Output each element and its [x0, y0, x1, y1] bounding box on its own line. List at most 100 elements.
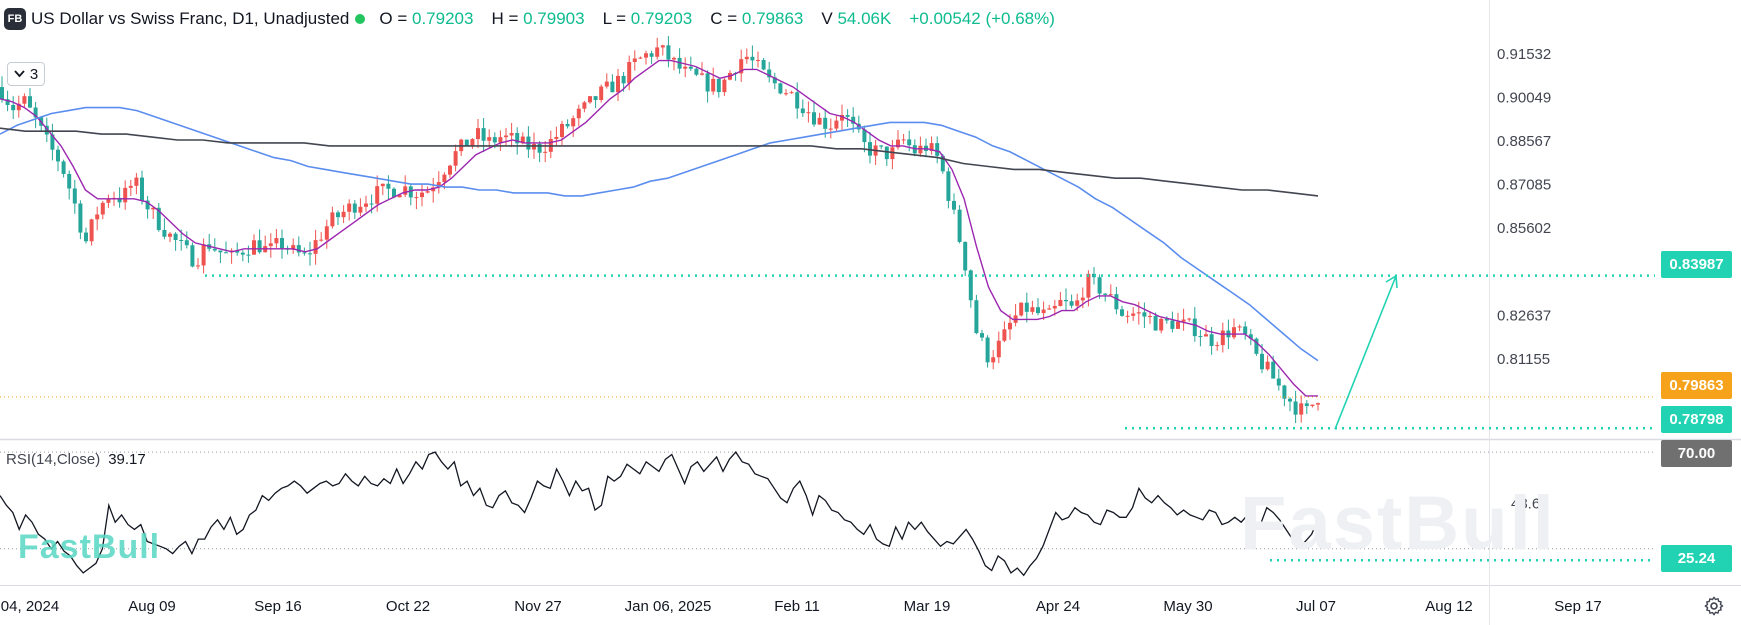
candle-body-126: [705, 73, 710, 92]
candle-body-170: [952, 200, 956, 210]
candle-body-57: [319, 239, 324, 241]
candle-body-22: [123, 187, 128, 203]
price-tick-2: 0.88567: [1497, 133, 1551, 150]
candle-body-90: [504, 135, 508, 138]
candle-body-29: [162, 229, 167, 237]
candle-body-182: [1019, 302, 1024, 316]
candle-body-119: [666, 45, 671, 60]
candle-body-89: [498, 137, 503, 143]
candle-body-225: [1260, 353, 1264, 370]
candle-body-172: [963, 241, 968, 271]
candle-body-61: [341, 211, 346, 218]
candle-body-115: [644, 53, 648, 58]
time-tick-7: Mar 19: [904, 598, 951, 615]
candle-body-147: [823, 117, 828, 129]
candle-body-210: [1176, 321, 1180, 329]
candle-body-137: [767, 69, 772, 78]
candle-body-132: [739, 59, 744, 74]
time-tick-3: Oct 22: [386, 598, 430, 615]
indicator-collapse-button[interactable]: 3: [7, 62, 45, 86]
projection-arrow: [1334, 275, 1397, 430]
candle-body-190: [1064, 299, 1068, 302]
candle-body-218: [1220, 330, 1225, 346]
gear-icon[interactable]: [1703, 595, 1725, 617]
chart-header: FB US Dollar vs Swiss Franc, D1, Unadjus…: [4, 8, 1055, 30]
candle-body-17: [95, 214, 100, 220]
candle-body-140: [784, 93, 788, 95]
candle-body-109: [610, 81, 615, 93]
candle-body-215: [1204, 334, 1208, 337]
collapse-count: 3: [29, 65, 39, 83]
candle-body-183: [1024, 302, 1029, 312]
candle-body-53: [296, 245, 301, 253]
price-tag-bg-3: [1661, 545, 1732, 572]
candle-body-38: [212, 248, 217, 251]
candle-body-81: [453, 151, 458, 166]
candle-body-52: [291, 245, 296, 250]
candle-body-145: [812, 112, 816, 125]
candle-body-201: [1125, 315, 1130, 317]
candle-body-216: [1209, 334, 1214, 346]
candle-body-93: [520, 136, 525, 144]
candle-body-30: [168, 233, 172, 237]
time-tick-0: 04, 2024: [1, 598, 59, 615]
time-tick-6: Feb 11: [774, 598, 820, 615]
price-label-last: 0.79863: [1669, 377, 1724, 394]
candle-body-127: [711, 78, 716, 92]
candle-body-188: [1052, 305, 1057, 309]
candle-body-223: [1248, 334, 1253, 339]
candle-body-149: [834, 120, 839, 129]
time-tick-9: May 30: [1163, 598, 1212, 615]
price-tick-4: 0.85602: [1497, 220, 1551, 237]
candle-body-74: [414, 197, 419, 199]
ohlc-close: C = 0.79863: [710, 9, 804, 28]
rsi-label-overbought: 70.00: [1661, 440, 1732, 467]
candle-body-229: [1282, 385, 1287, 399]
price-tag-bg-0: [1661, 251, 1732, 278]
time-tick-1: Aug 09: [128, 598, 176, 615]
candle-body-227: [1271, 361, 1276, 379]
candle-body-128: [716, 78, 721, 93]
candle-body-230: [1288, 398, 1292, 402]
rsi-header: RSI(14,Close) 39.17: [6, 451, 146, 468]
candle-body-27: [151, 207, 156, 210]
candle-body-56: [313, 240, 318, 254]
candle-body-28: [156, 207, 161, 230]
candle-body-214: [1198, 336, 1203, 338]
candle-body-104: [582, 102, 587, 109]
candle-body-88: [492, 137, 497, 143]
candle-body-171: [957, 209, 962, 242]
candle-body-34: [190, 245, 195, 267]
candle-body-191: [1069, 301, 1074, 306]
candle-body-76: [425, 191, 430, 193]
candle-body-174: [974, 300, 979, 334]
candle-body-108: [604, 81, 609, 87]
candle-body-143: [800, 108, 805, 114]
candle-body-35: [196, 265, 200, 267]
candle-body-135: [756, 59, 760, 61]
ohlc-open: O = 0.79203: [379, 9, 474, 28]
candle-body-99: [554, 136, 559, 139]
candle-body-107: [599, 86, 604, 100]
candle-body-208: [1164, 318, 1169, 321]
candle-body-161: [901, 139, 906, 141]
candle-body-196: [1097, 277, 1102, 294]
candle-body-39: [218, 250, 223, 253]
candle-body-173: [968, 270, 973, 301]
candle-body-62: [347, 203, 352, 212]
candle-body-168: [940, 155, 945, 172]
candle-body-187: [1047, 308, 1052, 310]
time-tick-8: Apr 24: [1036, 598, 1080, 615]
candle-body-235: [1316, 403, 1320, 405]
chevron-down-icon: [14, 70, 25, 78]
price-label-support: 0.78798: [1669, 411, 1724, 428]
candle-body-14: [78, 203, 83, 233]
price-tick-1: 0.90049: [1497, 89, 1551, 106]
ma-mid-line: [0, 106, 1319, 362]
candle-body-180: [1008, 322, 1012, 330]
candle-body-87: [487, 137, 492, 141]
watermark-large: FastBull: [1240, 481, 1556, 566]
candle-body-103: [576, 108, 581, 119]
candle-body-162: [907, 139, 912, 146]
